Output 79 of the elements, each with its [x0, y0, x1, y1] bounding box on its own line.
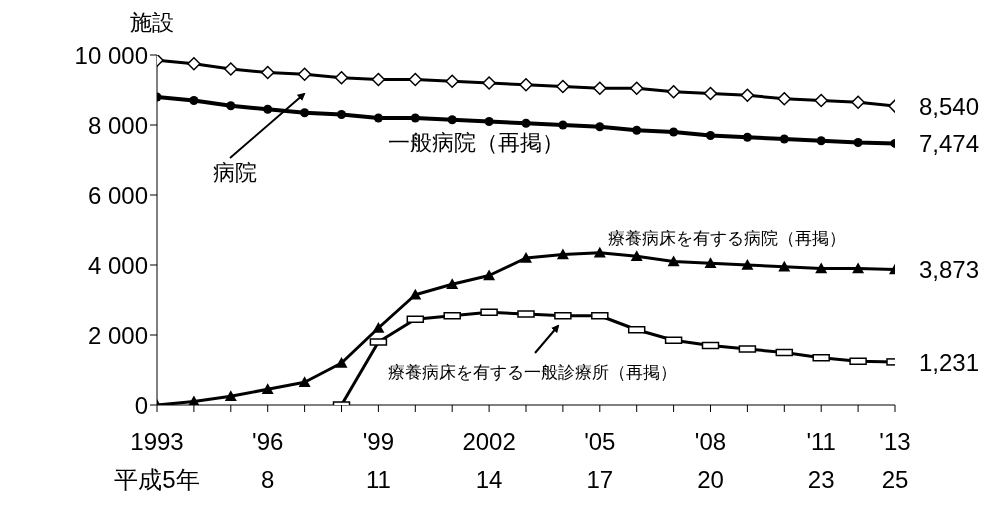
point	[777, 92, 792, 106]
legend-label: 療養病床を有する一般診療所（再掲）	[388, 363, 677, 382]
point	[372, 322, 385, 333]
point	[558, 120, 568, 130]
series-label: 一般病院（再掲）	[388, 130, 564, 155]
point	[703, 86, 718, 101]
point	[298, 376, 311, 388]
point	[261, 383, 274, 395]
y-tick-label: 2 000	[87, 321, 148, 349]
x-tick-label: '11 23	[806, 428, 836, 493]
point	[814, 93, 828, 108]
point	[446, 278, 459, 290]
y-tick-label: 6 000	[87, 181, 148, 209]
data-label: 7,474	[919, 130, 980, 158]
data-label: 3,873	[919, 256, 980, 284]
point	[779, 134, 789, 144]
x-tick-label: '13 25	[879, 428, 911, 493]
point	[263, 104, 273, 114]
point	[521, 118, 531, 128]
point	[520, 252, 532, 263]
x-tick-label: '08 20	[694, 428, 727, 493]
point	[373, 113, 383, 123]
text: 病院	[213, 160, 257, 185]
point	[740, 88, 755, 102]
point	[410, 113, 420, 123]
point	[630, 250, 643, 262]
point	[409, 288, 422, 300]
point	[226, 101, 236, 111]
x-tick-label: 2002 14	[462, 428, 516, 493]
point	[447, 115, 457, 125]
point	[408, 72, 423, 87]
point	[706, 131, 715, 140]
point	[260, 65, 275, 80]
point	[667, 255, 680, 267]
data-label: 1,231	[919, 348, 980, 376]
point	[334, 71, 349, 85]
point	[297, 67, 312, 81]
x-tick-label: 1993 平成5年	[114, 428, 200, 493]
point	[742, 132, 752, 142]
point	[224, 62, 238, 76]
point	[593, 246, 606, 258]
y-tick-label: 4 000	[87, 251, 148, 279]
point	[595, 122, 605, 132]
point	[669, 127, 679, 137]
point	[593, 81, 607, 95]
x-tick-label: '99 11	[362, 428, 395, 493]
point	[815, 262, 828, 274]
point	[335, 357, 348, 368]
point	[816, 136, 826, 146]
point	[853, 138, 863, 147]
point	[629, 81, 644, 95]
y-tick-label: 8 000	[87, 111, 148, 139]
data-label: 8,540	[919, 93, 980, 121]
point	[666, 85, 681, 99]
point	[224, 390, 237, 402]
point	[300, 108, 310, 118]
point	[371, 72, 386, 87]
point	[483, 269, 496, 281]
point	[556, 248, 569, 260]
point	[704, 257, 717, 269]
x-tick-label: '96 8	[252, 428, 284, 493]
point	[778, 260, 791, 272]
point	[445, 74, 459, 88]
point	[189, 96, 199, 105]
point	[632, 125, 642, 135]
point	[337, 110, 346, 119]
point	[519, 78, 533, 92]
point	[741, 259, 754, 270]
point	[852, 262, 865, 274]
point	[484, 117, 494, 126]
point	[482, 76, 496, 90]
series-label: 療養病床を有する病院（再掲）	[608, 229, 846, 248]
point	[851, 95, 865, 109]
point	[556, 79, 570, 94]
y-axis-title: 施設	[130, 10, 174, 35]
point	[187, 57, 201, 71]
y-tick-label: 10 000	[74, 41, 148, 69]
x-tick-label: '05 17	[584, 428, 616, 493]
y-tick-label: 0	[134, 391, 148, 419]
